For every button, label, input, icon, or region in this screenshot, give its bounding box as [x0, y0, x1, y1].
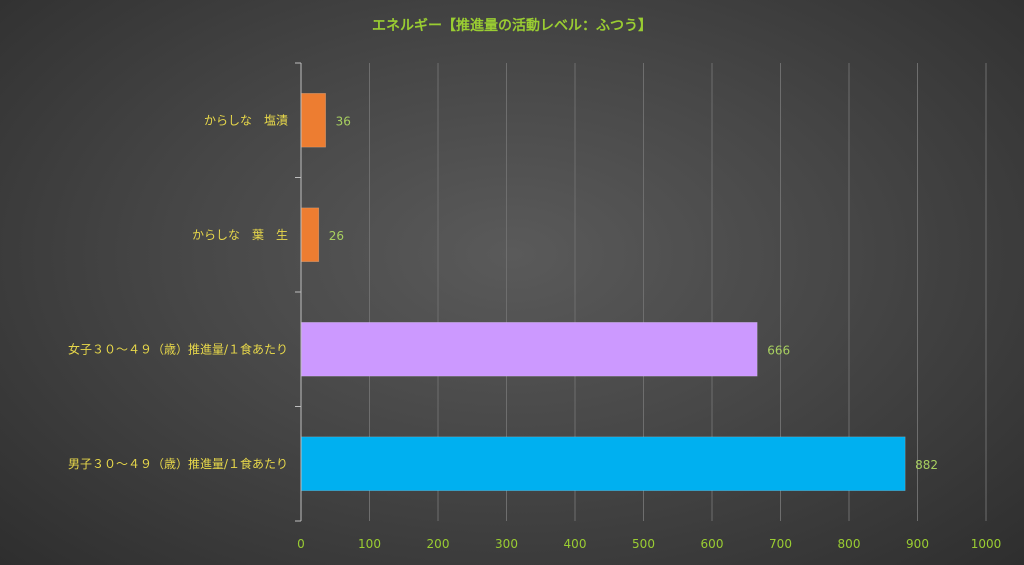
bar	[300, 322, 758, 377]
x-tick-label: 1000	[971, 537, 1002, 551]
bar	[300, 436, 906, 491]
x-tick-label: 400	[564, 537, 587, 551]
x-tick-label: 800	[838, 537, 861, 551]
data-label: 26	[329, 229, 344, 243]
data-label: 882	[915, 458, 938, 472]
category-label: からしな 葉 生	[192, 228, 288, 242]
x-tick-label: 200	[427, 537, 450, 551]
data-label: 666	[767, 343, 790, 357]
category-label: 女子３０～４９（歳）推進量/１食あたり	[68, 341, 288, 356]
x-tick-label: 0	[297, 537, 305, 551]
labels: 0 100 200 300 400 500 600 700 800 900 1000 からしな 塩漬 3…	[68, 112, 1001, 551]
x-tick-label: 900	[906, 537, 929, 551]
grid-lines	[369, 63, 987, 521]
x-tick-label: 500	[632, 537, 655, 551]
bar	[300, 93, 326, 148]
data-label: 36	[336, 114, 351, 128]
bar	[300, 207, 320, 262]
axes	[295, 62, 302, 522]
x-tick-label: 100	[358, 537, 381, 551]
x-tick-label: 300	[495, 537, 518, 551]
x-tick-label: 600	[701, 537, 724, 551]
category-label: 男子３０～４９（歳）推進量/１食あたり	[68, 456, 288, 471]
x-tick-label: 700	[769, 537, 792, 551]
bars	[300, 93, 906, 491]
category-label: からしな 塩漬	[204, 112, 288, 127]
chart-title: エネルギー【推進量の活動レベル：ふつう】	[372, 17, 652, 34]
